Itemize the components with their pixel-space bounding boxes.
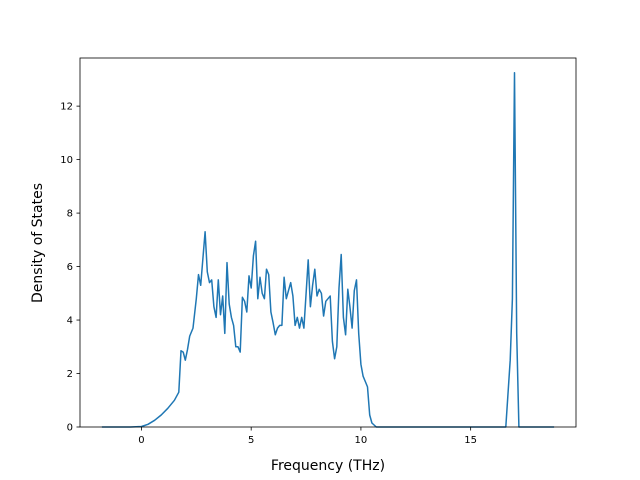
x-tick-label: 0 <box>138 435 144 446</box>
y-tick-label: 0 <box>67 423 73 434</box>
y-tick-label: 8 <box>67 209 73 220</box>
x-axis-label: Frequency (THz) <box>271 458 385 474</box>
y-tick-label: 2 <box>67 369 73 380</box>
y-tick-label: 12 <box>60 102 73 113</box>
y-axis-label: Density of States <box>30 183 46 303</box>
y-tick-label: 6 <box>67 262 73 273</box>
x-tick-label: 10 <box>355 435 368 446</box>
y-tick-label: 10 <box>60 155 73 166</box>
x-tick-label: 15 <box>464 435 477 446</box>
x-tick-label: 5 <box>248 435 254 446</box>
y-tick-label: 4 <box>67 316 73 327</box>
plot-frame <box>79 57 577 428</box>
series-line-0 <box>101 71 555 428</box>
